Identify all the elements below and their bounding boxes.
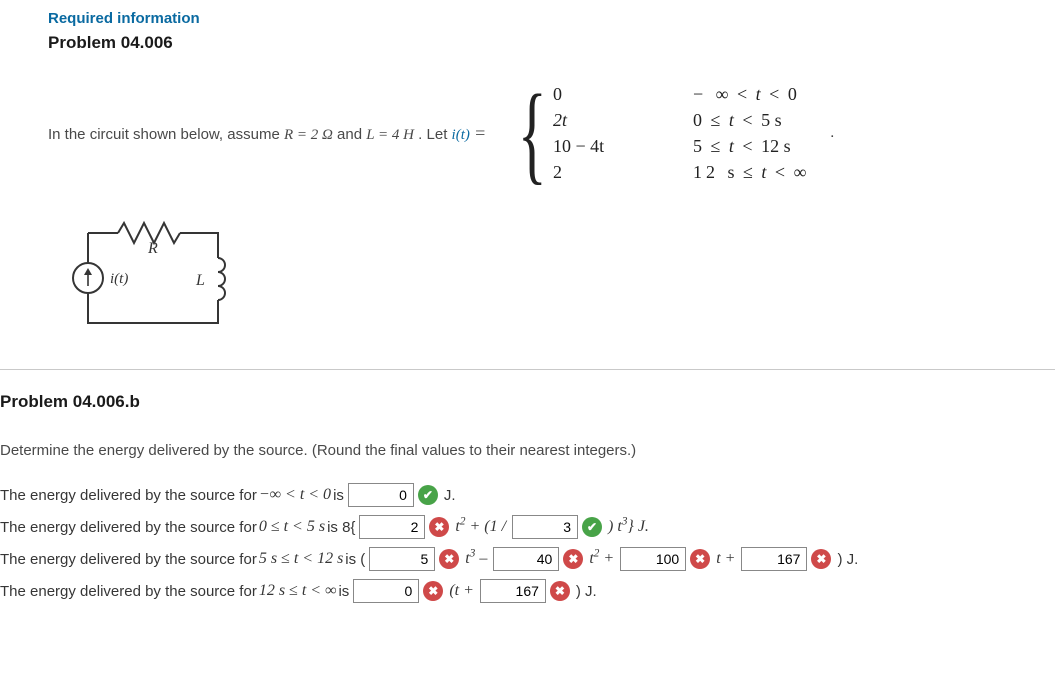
ans-suffix: is <box>338 583 349 600</box>
required-info-label: Required information <box>48 10 1055 27</box>
math-seg: (t + <box>449 582 474 600</box>
stmt-let: . Let <box>418 126 451 143</box>
cross-icon: ✖ <box>423 581 443 601</box>
problem-title: Problem 04.006 <box>48 33 1055 53</box>
cross-icon: ✖ <box>439 549 459 569</box>
piece-row: 2 12 s ≤ t < ∞ <box>553 159 806 185</box>
ans-prefix: The energy delivered by the source for <box>0 487 257 504</box>
ans-suffix: is ( <box>345 551 365 568</box>
L-label: L <box>195 272 205 289</box>
answer-input-4-1[interactable] <box>353 579 419 603</box>
stmt-it: i(t) <box>452 127 470 143</box>
math-seg: ) J. <box>837 551 858 568</box>
subproblem-prompt: Determine the energy delivered by the so… <box>0 442 1055 459</box>
ans-range: −∞ < t < 0 <box>259 486 331 504</box>
stmt-prefix: In the circuit shown below, assume <box>48 126 284 143</box>
ans-prefix: The energy delivered by the source for <box>0 519 257 536</box>
answer-input-3-2[interactable] <box>493 547 559 571</box>
stmt-R: R = 2 Ω <box>284 127 333 143</box>
divider <box>0 369 1055 370</box>
math-seg: ) t3} J. <box>608 518 649 536</box>
ans-range: 12 s ≤ t < ∞ <box>259 582 337 600</box>
answer-line-3: The energy delivered by the source for 5… <box>0 547 1055 571</box>
math-seg: ) J. <box>576 583 597 600</box>
circuit-svg: R L i(t) <box>48 203 248 343</box>
cross-icon: ✖ <box>690 549 710 569</box>
answer-input-3-1[interactable] <box>369 547 435 571</box>
cross-icon: ✖ <box>811 549 831 569</box>
ans-range: 0 ≤ t < 5 s <box>259 518 325 536</box>
cross-icon: ✖ <box>429 517 449 537</box>
piece-val: 0 <box>553 84 693 105</box>
cross-icon: ✖ <box>550 581 570 601</box>
ans-suffix: is 8{ <box>327 519 355 536</box>
subproblem-title: Problem 04.006.b <box>0 392 1055 412</box>
piece-val: 2t <box>553 110 693 131</box>
ans-suffix: is <box>333 487 344 504</box>
piece-cond: − ∞ < t < 0 <box>693 84 797 105</box>
answer-input-1-1[interactable] <box>348 483 414 507</box>
piece-cond: 12 s ≤ t < ∞ <box>693 162 806 183</box>
answer-input-3-3[interactable] <box>620 547 686 571</box>
piece-row: 2t 0 ≤ t < 5 s <box>553 107 806 133</box>
piece-val: 10 − 4t <box>553 136 693 157</box>
answer-line-4: The energy delivered by the source for 1… <box>0 579 1055 603</box>
piecewise-table: 0 − ∞ < t < 0 2t 0 ≤ <box>553 81 806 185</box>
stmt-L: L = 4 H <box>366 127 414 143</box>
answer-input-3-4[interactable] <box>741 547 807 571</box>
math-seg: t3 – <box>465 550 487 568</box>
problem-page: Required information Problem 04.006 In t… <box>0 0 1055 631</box>
check-icon: ✔ <box>582 517 602 537</box>
R-label: R <box>147 240 158 257</box>
source-label: i(t) <box>110 271 128 287</box>
math-seg: t2 + <box>589 550 614 568</box>
answer-input-2-2[interactable] <box>512 515 578 539</box>
ans-prefix: The energy delivered by the source for <box>0 583 257 600</box>
ans-unit: J. <box>444 487 456 504</box>
stmt-and: and <box>337 126 366 143</box>
piece-val: 2 <box>553 162 693 183</box>
answer-input-2-1[interactable] <box>359 515 425 539</box>
answer-line-2: The energy delivered by the source for 0… <box>0 515 1055 539</box>
check-icon: ✔ <box>418 485 438 505</box>
answer-input-4-2[interactable] <box>480 579 546 603</box>
piece-cond: 5 ≤ t < 12 s <box>693 136 791 157</box>
answer-line-1: The energy delivered by the source for −… <box>0 483 1055 507</box>
circuit-diagram: R L i(t) <box>48 203 1055 347</box>
ans-prefix: The energy delivered by the source for <box>0 551 257 568</box>
math-seg: t + <box>716 550 735 568</box>
statement-row: In the circuit shown below, assume R = 2… <box>48 81 1055 185</box>
piece-row: 0 − ∞ < t < 0 <box>553 81 806 107</box>
piece-cond: 0 ≤ t < 5 s <box>693 110 782 131</box>
stmt-eq: = <box>474 123 486 143</box>
piecewise-function: { 0 − ∞ < t < 0 2t <box>494 81 806 185</box>
statement-text: In the circuit shown below, assume R = 2… <box>48 123 486 144</box>
ans-range: 5 s ≤ t < 12 s <box>259 550 343 568</box>
period: . <box>830 125 834 142</box>
cross-icon: ✖ <box>563 549 583 569</box>
header-block: Required information Problem 04.006 In t… <box>0 10 1055 185</box>
brace-icon: { <box>518 91 547 175</box>
math-seg: t2 + (1 / <box>455 518 506 536</box>
piece-row: 10 − 4t 5 ≤ t < 12 s <box>553 133 806 159</box>
